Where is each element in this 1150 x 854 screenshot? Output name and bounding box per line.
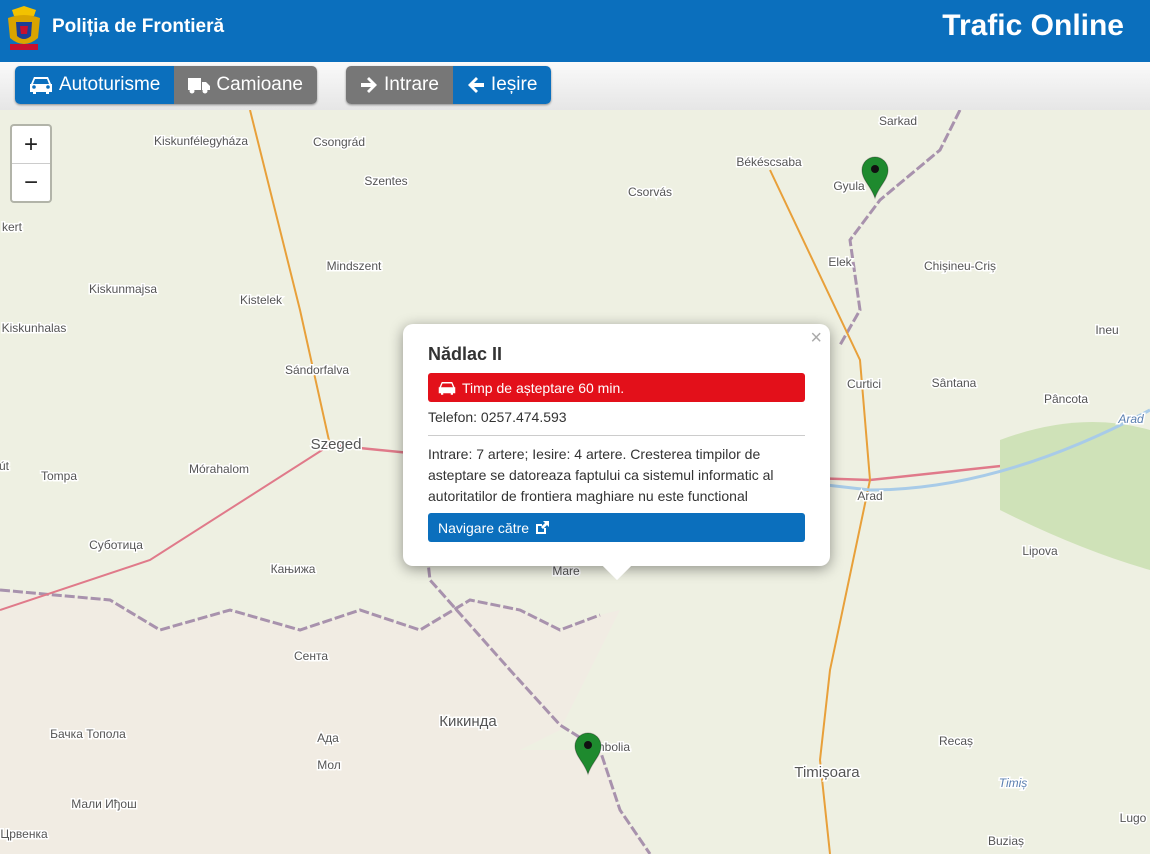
place-label: Tompa (41, 469, 77, 483)
direction-button[interactable]: Intrare (346, 66, 453, 104)
place-label: Timișoara (794, 764, 860, 781)
place-label: Црвенка (0, 827, 48, 841)
direction-button[interactable]: Ieșire (452, 66, 552, 104)
map-marker[interactable] (861, 156, 889, 200)
place-label: Recaș (939, 734, 973, 748)
place-label: Buziaș (988, 834, 1024, 848)
border (838, 110, 962, 346)
place-label: Kistelek (240, 293, 283, 307)
wait-badge: Timp de așteptare 60 min. (428, 373, 805, 402)
border (0, 588, 601, 632)
zoom-out[interactable]: − (12, 163, 50, 201)
place-label: Chișineu-Criș (924, 259, 996, 273)
map-layer: Sarkad Kiskunfélegyháza Csongrád Szentes Bék… (0, 110, 1150, 854)
wait-text: Timp de așteptare 60 min. (462, 379, 625, 396)
header-title: Poliția de Frontieră (52, 16, 225, 37)
road (769, 169, 871, 481)
zoom-in[interactable]: + (23, 131, 38, 158)
navigate-button[interactable]: Navigare către (428, 513, 805, 542)
place-label: Arad (857, 489, 882, 503)
place-label: Суботица (89, 538, 143, 552)
direction-group: Intrare Ieșire (346, 66, 552, 104)
place-label: Lipova (1022, 544, 1058, 558)
vehicle-group: Autoturisme Camioane (15, 66, 317, 104)
popup: × Nădlac II Timp de așteptare 60 min. Te… (403, 324, 830, 581)
place-label: Кањижа (271, 562, 316, 576)
place-label: Ineu (1095, 323, 1118, 337)
popup-title: Nădlac II (428, 344, 503, 364)
place-label: Szentes (364, 174, 407, 188)
place-label: Csorvás (628, 185, 672, 199)
place-label: Sarkad (879, 114, 917, 128)
place-label: Мол (317, 758, 341, 772)
place-label: Mórahalom (189, 462, 249, 476)
place-label: Kiskunfélegyháza (154, 134, 248, 148)
logo (8, 6, 40, 50)
map[interactable]: Sarkad Kiskunfélegyháza Csongrád Szentes Bék… (0, 110, 1150, 854)
header: Poliția de Frontieră Trafic Online (0, 0, 1150, 62)
place-label: Кикинда (439, 713, 497, 730)
place-label: Kiskunhalas (2, 321, 67, 335)
vehicle-button[interactable]: Autoturisme (15, 66, 175, 104)
map-marker[interactable] (574, 732, 602, 776)
place-label: Curtici (847, 377, 881, 391)
road (249, 110, 331, 446)
app-title: Trafic Online (942, 9, 1124, 42)
marker-dot (871, 165, 879, 173)
navigate-text: Navigare către (438, 519, 530, 536)
place-label: Мали Иђош (71, 797, 136, 811)
place-label: Lugo (1120, 811, 1147, 825)
phone: Telefon: 0257.474.593 (428, 409, 567, 425)
place-label: Gyula (833, 179, 865, 193)
place-label: Békéscsaba (736, 155, 802, 169)
button-label: Ieșire (490, 74, 538, 95)
zoom-control: + − (10, 124, 52, 203)
road (0, 444, 331, 611)
serbia-area (0, 590, 650, 854)
button-label: Autoturisme (59, 74, 161, 95)
place-label: Arad (1117, 412, 1144, 426)
popup-close[interactable]: × (810, 327, 822, 349)
place-label: Sándorfalva (285, 363, 349, 377)
vehicle-button[interactable]: Camioane (174, 66, 317, 104)
marker-dot (584, 741, 592, 749)
place-label: kert (2, 220, 23, 234)
place-label: Szeged (311, 436, 362, 453)
place-label: Csongrád (313, 135, 365, 149)
separator (428, 435, 805, 436)
description: Intrare: 7 artere; Iesire: 4 artere. Cre… (428, 446, 774, 504)
button-label: Camioane (216, 74, 303, 95)
place-label: Timiș (999, 776, 1028, 790)
place-label: Бачка Топола (50, 727, 126, 741)
place-label: Sântana (932, 376, 977, 390)
place-label: Pâncota (1044, 392, 1088, 406)
place-label: Ада (317, 731, 339, 745)
place-label: Kiskunmajsa (89, 282, 157, 296)
toolbar: Autoturisme Camioane Intrare Ieșire (0, 62, 1150, 111)
border (418, 489, 652, 854)
place-label: Elek (828, 255, 852, 269)
button-label: Intrare (384, 74, 439, 95)
place-label: Mindszent (327, 259, 382, 273)
place-label: út (0, 459, 10, 473)
road (818, 479, 871, 854)
place-label: Mare (552, 564, 580, 578)
place-label: Сента (294, 649, 328, 663)
